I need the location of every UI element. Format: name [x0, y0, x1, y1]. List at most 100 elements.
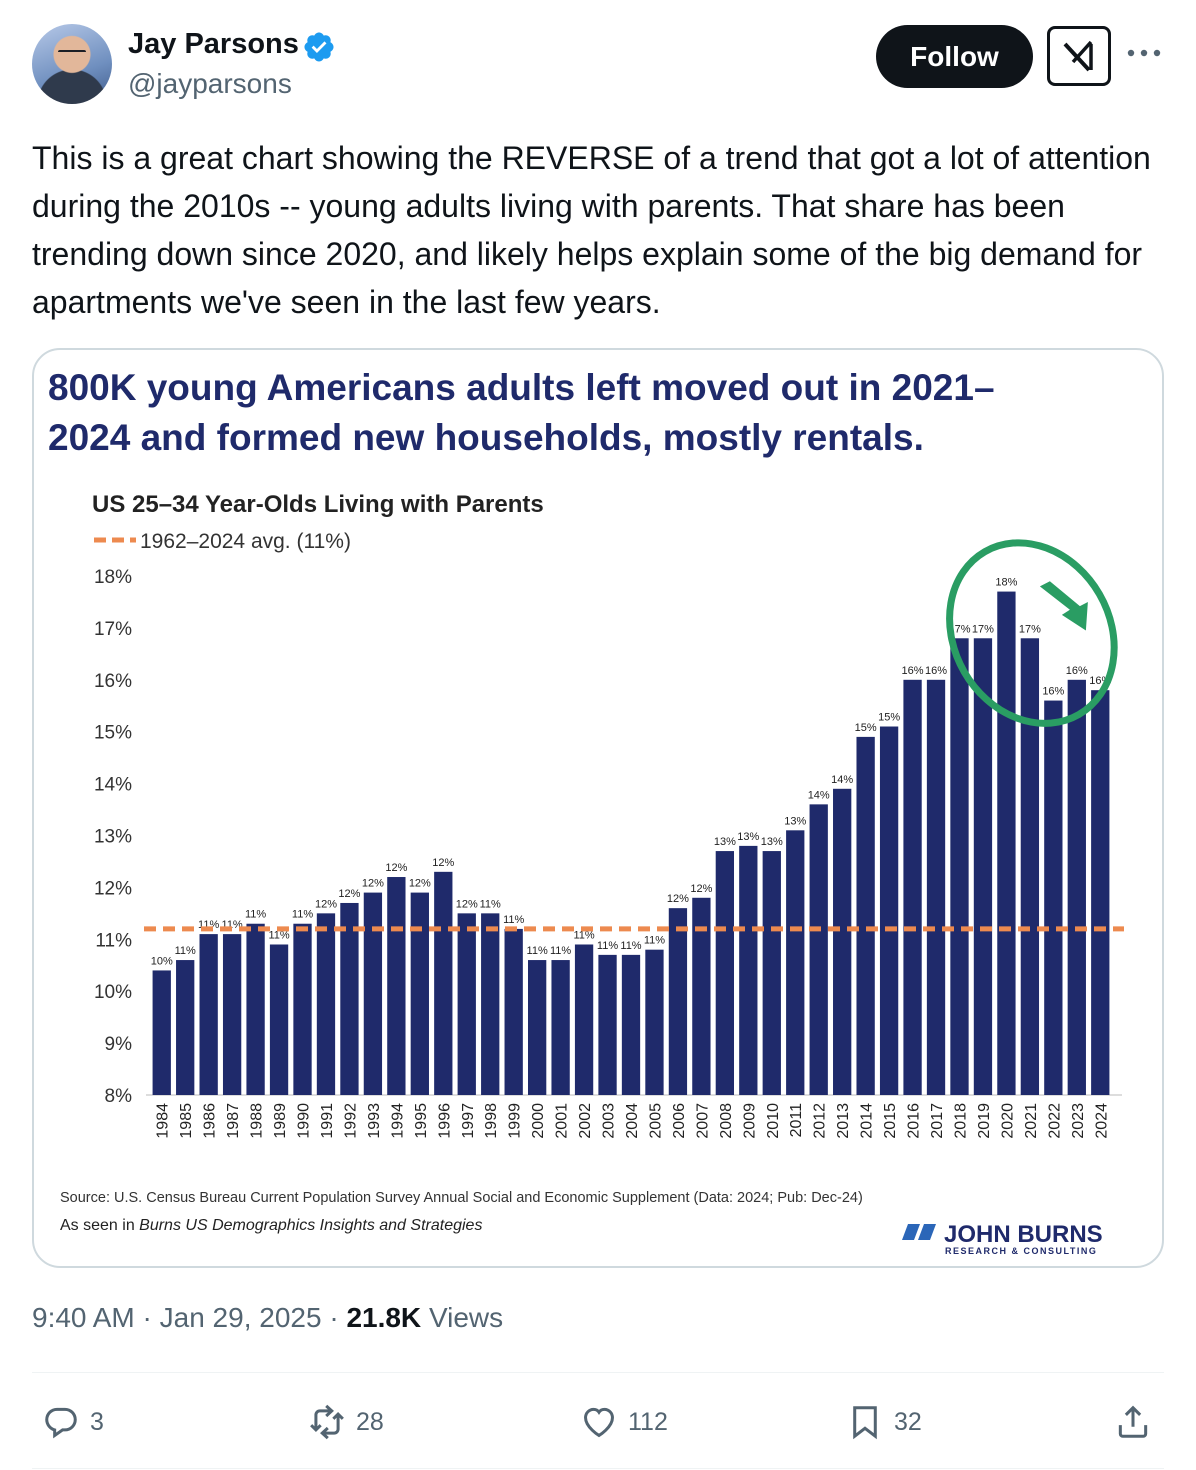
bar	[1044, 700, 1063, 1095]
bar	[833, 788, 852, 1095]
tweet-meta: 9:40 AM · Jan 29, 2025 · 21.8K Views	[32, 1302, 504, 1333]
reply-button[interactable]: 3	[42, 1398, 104, 1446]
bar-value-label: 11%	[292, 909, 313, 921]
bar-value-label: 13%	[737, 831, 759, 843]
bar-value-label: 13%	[714, 836, 736, 848]
y-tick-label: 16%	[94, 671, 132, 692]
tweet-date[interactable]: Jan 29, 2025	[159, 1302, 322, 1333]
tweet-time[interactable]: 9:40 AM	[32, 1302, 135, 1333]
reply-count: 3	[90, 1407, 104, 1436]
bar	[621, 954, 641, 1095]
bar	[199, 934, 218, 1095]
bar	[715, 851, 735, 1095]
y-tick-label: 11%	[95, 930, 132, 951]
y-tick-label: 10%	[94, 982, 132, 1003]
y-tick-label: 18%	[94, 567, 132, 588]
bar	[293, 923, 312, 1095]
bar-value-label: 11%	[268, 929, 289, 941]
chart: 800K young Americans adults left moved o…	[48, 367, 1124, 1256]
bar	[152, 970, 171, 1095]
y-tick-label: 9%	[105, 1034, 133, 1055]
x-tick-label: 1987	[225, 1103, 242, 1139]
more-dots-icon	[1127, 49, 1161, 57]
trend-arrow-icon	[1039, 581, 1088, 631]
bookmark-button[interactable]: 32	[846, 1398, 922, 1446]
chart-title: US 25–34 Year-Olds Living with Parents	[92, 491, 544, 518]
x-tick-label: 2022	[1046, 1103, 1063, 1139]
x-tick-label: 2002	[577, 1103, 594, 1139]
divider-top	[32, 1372, 1164, 1373]
divider-bottom	[32, 1468, 1164, 1469]
bar-value-label: 12%	[432, 857, 454, 869]
bar-value-label: 15%	[855, 722, 877, 734]
x-tick-label: 2000	[530, 1103, 547, 1139]
x-tick-label: 2009	[741, 1103, 758, 1139]
bar-value-label: 10%	[151, 955, 173, 967]
chart-headline-line-2: 2024 and formed new households, mostly r…	[48, 417, 924, 458]
bar-value-label: 12%	[456, 898, 478, 910]
x-tick-label: 1999	[507, 1103, 524, 1139]
bar-value-label: 12%	[409, 878, 431, 890]
x-tick-label: 2011	[788, 1103, 805, 1138]
y-tick-label: 14%	[94, 775, 132, 796]
chart-source: Source: U.S. Census Bureau Current Popul…	[60, 1190, 863, 1206]
x-tick-label: 2021	[1023, 1103, 1040, 1139]
bar-value-label: 14%	[831, 774, 853, 786]
grok-button[interactable]	[1047, 26, 1111, 86]
like-count: 112	[628, 1407, 668, 1436]
tweet-media-image[interactable]: 800K young Americans adults left moved o…	[32, 348, 1164, 1268]
chart-seen-in-prefix: As seen in	[60, 1217, 139, 1234]
bar	[340, 902, 359, 1095]
john-burns-logo-mark	[902, 1224, 936, 1240]
bar-value-label: 14%	[808, 789, 830, 801]
author-avatar[interactable]	[32, 24, 112, 104]
y-tick-label: 12%	[94, 878, 132, 899]
heart-icon	[584, 1407, 614, 1438]
bar	[574, 944, 594, 1095]
follow-button[interactable]: Follow	[876, 25, 1033, 88]
x-tick-label: 2019	[976, 1103, 993, 1139]
bar	[1067, 679, 1086, 1095]
like-button[interactable]: 112	[580, 1398, 668, 1446]
bookmark-count: 32	[894, 1407, 922, 1436]
x-tick-label: 2004	[624, 1103, 641, 1139]
bar-value-label: 11%	[573, 929, 594, 941]
x-tick-label: 1993	[366, 1103, 383, 1139]
x-tick-label: 2013	[835, 1103, 852, 1139]
author-name[interactable]: Jay Parsons	[128, 28, 299, 60]
more-options-button[interactable]	[1124, 38, 1164, 68]
bar	[856, 736, 875, 1095]
x-tick-label: 2012	[812, 1103, 829, 1139]
bar	[926, 679, 946, 1095]
bar	[527, 960, 547, 1095]
bar	[879, 726, 899, 1095]
bar-value-label: 11%	[503, 914, 524, 926]
x-tick-label: 2001	[554, 1103, 571, 1139]
repost-count: 28	[356, 1407, 384, 1436]
bar-value-label: 12%	[667, 893, 689, 905]
share-button[interactable]	[1114, 1398, 1152, 1446]
x-tick-label: 2010	[765, 1103, 782, 1139]
bar	[246, 923, 265, 1095]
bar	[387, 877, 406, 1095]
x-tick-label: 2020	[999, 1103, 1016, 1139]
author-handle[interactable]: @jayparsons	[128, 68, 292, 99]
bar-value-label: 12%	[690, 883, 712, 895]
views-label: Views	[428, 1302, 504, 1333]
tweet-text: This is a great chart showing the REVERS…	[32, 140, 1151, 320]
bar-value-label: 12%	[338, 888, 360, 900]
bar	[1091, 690, 1110, 1095]
bar-value-label: 13%	[761, 836, 783, 848]
bar-value-label: 12%	[315, 898, 337, 910]
bar	[363, 892, 383, 1095]
y-tick-label: 13%	[94, 827, 132, 848]
bar	[739, 845, 758, 1095]
x-tick-label: 2014	[859, 1103, 876, 1139]
repost-button[interactable]: 28	[308, 1398, 384, 1446]
john-burns-logo: JOHN BURNS RESEARCH & CONSULTING	[902, 1221, 1103, 1256]
bar-value-label: 17%	[972, 623, 994, 635]
bar	[809, 804, 828, 1095]
chart-seen-in: As seen in Burns US Demographics Insight…	[60, 1217, 482, 1234]
grok-icon	[1063, 40, 1093, 72]
y-tick-label: 15%	[94, 723, 132, 744]
